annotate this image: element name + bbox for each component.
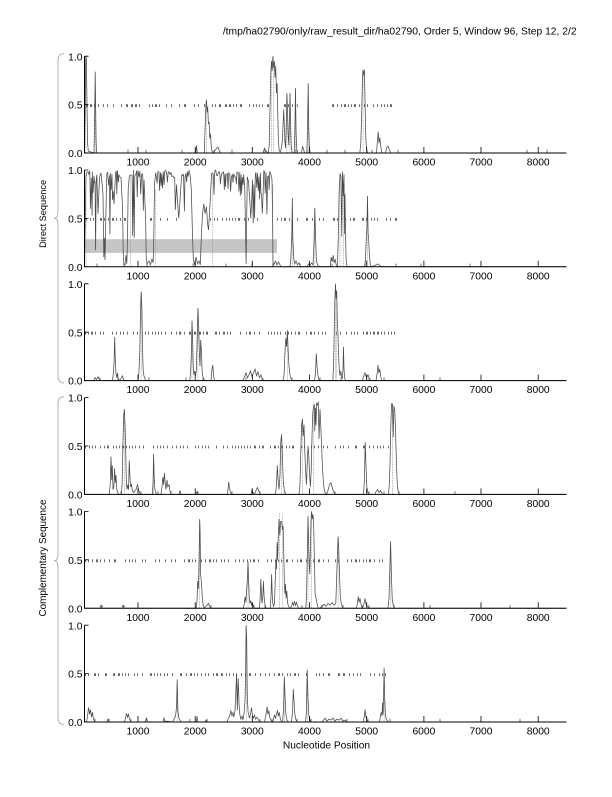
svg-text:0.0: 0.0: [68, 718, 83, 729]
svg-text:2000: 2000: [184, 158, 207, 169]
svg-text:1000: 1000: [127, 499, 150, 510]
svg-text:4000: 4000: [298, 727, 321, 738]
svg-text:4000: 4000: [298, 385, 321, 396]
svg-text:3000: 3000: [241, 499, 264, 510]
svg-text:3000: 3000: [241, 385, 264, 396]
svg-text:1.0: 1.0: [68, 280, 83, 291]
svg-text:1.0: 1.0: [68, 394, 83, 405]
svg-text:3000: 3000: [241, 727, 264, 738]
svg-text:6000: 6000: [412, 613, 435, 624]
svg-text:0.5: 0.5: [68, 328, 83, 339]
svg-text:1.0: 1.0: [68, 166, 83, 177]
svg-text:4000: 4000: [298, 158, 321, 169]
svg-text:5000: 5000: [355, 727, 378, 738]
svg-text:0.5: 0.5: [68, 556, 83, 567]
svg-text:5000: 5000: [355, 613, 378, 624]
svg-text:8000: 8000: [527, 499, 550, 510]
svg-text:8000: 8000: [527, 271, 550, 282]
svg-text:0.5: 0.5: [68, 670, 83, 681]
svg-text:2000: 2000: [184, 613, 207, 624]
svg-text:2000: 2000: [184, 727, 207, 738]
svg-text:6000: 6000: [412, 271, 435, 282]
svg-text:0.5: 0.5: [68, 215, 83, 226]
svg-text:7000: 7000: [470, 613, 493, 624]
svg-text:/tmp/ha02790/only/raw_result_d: /tmp/ha02790/only/raw_result_dir/ha02790…: [223, 26, 577, 37]
svg-text:1000: 1000: [127, 727, 150, 738]
svg-text:0.5: 0.5: [68, 442, 83, 453]
svg-text:3000: 3000: [241, 271, 264, 282]
svg-text:Complementary Sequence: Complementary Sequence: [38, 499, 49, 616]
svg-text:2000: 2000: [184, 499, 207, 510]
svg-text:4000: 4000: [298, 499, 321, 510]
svg-text:6000: 6000: [412, 727, 435, 738]
svg-text:0.0: 0.0: [68, 491, 83, 502]
svg-text:8000: 8000: [527, 613, 550, 624]
svg-text:7000: 7000: [470, 385, 493, 396]
svg-text:0.5: 0.5: [68, 101, 83, 112]
svg-text:3000: 3000: [241, 158, 264, 169]
svg-text:1.0: 1.0: [68, 621, 83, 632]
svg-text:1.0: 1.0: [68, 508, 83, 519]
svg-text:4000: 4000: [298, 271, 321, 282]
svg-text:7000: 7000: [470, 727, 493, 738]
svg-text:8000: 8000: [527, 385, 550, 396]
svg-text:7000: 7000: [470, 158, 493, 169]
svg-text:6000: 6000: [412, 158, 435, 169]
svg-text:6000: 6000: [412, 385, 435, 396]
svg-text:4000: 4000: [298, 613, 321, 624]
svg-text:7000: 7000: [470, 271, 493, 282]
svg-text:0.0: 0.0: [68, 604, 83, 615]
svg-text:8000: 8000: [527, 727, 550, 738]
svg-text:Nucleotide Position: Nucleotide Position: [283, 740, 370, 751]
svg-text:1000: 1000: [127, 613, 150, 624]
svg-text:5000: 5000: [355, 385, 378, 396]
svg-text:2000: 2000: [184, 385, 207, 396]
svg-text:1000: 1000: [127, 271, 150, 282]
svg-text:0.0: 0.0: [68, 263, 83, 274]
svg-text:5000: 5000: [355, 158, 378, 169]
svg-text:6000: 6000: [412, 499, 435, 510]
svg-text:5000: 5000: [355, 499, 378, 510]
svg-text:5000: 5000: [355, 271, 378, 282]
svg-text:3000: 3000: [241, 613, 264, 624]
svg-text:8000: 8000: [527, 158, 550, 169]
svg-text:2000: 2000: [184, 271, 207, 282]
svg-text:7000: 7000: [470, 499, 493, 510]
svg-text:0.0: 0.0: [68, 149, 83, 160]
svg-text:1000: 1000: [127, 158, 150, 169]
svg-text:1000: 1000: [127, 385, 150, 396]
svg-text:0.0: 0.0: [68, 377, 83, 388]
svg-text:Direct Sequence: Direct Sequence: [38, 180, 48, 248]
svg-text:1.0: 1.0: [68, 52, 83, 63]
